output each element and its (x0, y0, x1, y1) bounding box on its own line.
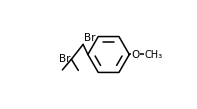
Text: Br: Br (59, 54, 70, 64)
Text: O: O (131, 49, 139, 60)
Text: Br: Br (84, 33, 95, 43)
Text: CH₃: CH₃ (145, 49, 163, 60)
